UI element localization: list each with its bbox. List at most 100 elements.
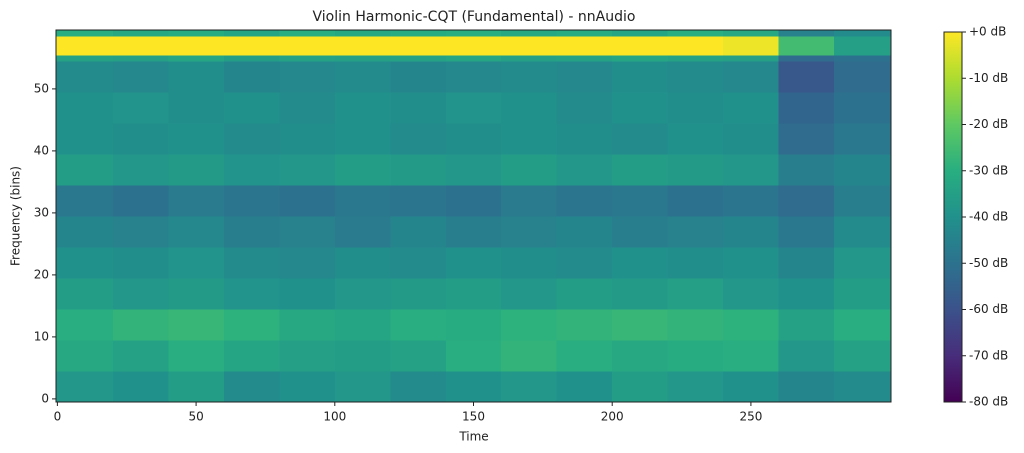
heatmap-cell — [279, 36, 336, 56]
heatmap-cell — [612, 371, 669, 403]
y-tick-label: 20 — [34, 267, 49, 281]
heatmap-cell — [667, 61, 724, 93]
heatmap-cell — [778, 61, 835, 93]
heatmap-cell — [723, 278, 780, 310]
heatmap-cell — [223, 54, 280, 62]
heatmap-cell — [223, 36, 280, 56]
heatmap-cell — [667, 54, 724, 62]
heatmap-cell — [445, 61, 502, 93]
colorbar-tick-label: -30 dB — [969, 163, 1008, 177]
y-axis-label: Frequency (bins) — [9, 166, 23, 266]
heatmap-cell — [279, 185, 336, 217]
heatmap-cell — [445, 371, 502, 403]
y-tick-label: 30 — [34, 205, 49, 219]
heatmap-cell — [168, 154, 225, 186]
heatmap-cell — [390, 123, 447, 155]
heatmap-cell — [667, 123, 724, 155]
heatmap-cell — [612, 309, 669, 341]
heatmap-cell — [556, 154, 613, 186]
heatmap-cell — [612, 54, 669, 62]
heatmap-cell — [56, 185, 114, 217]
heatmap-cell — [667, 185, 724, 217]
heatmap-cell — [334, 36, 391, 56]
heatmap-cell — [112, 185, 169, 217]
heatmap-cell — [778, 340, 835, 372]
heatmap-cell — [834, 340, 892, 372]
heatmap-cell — [778, 185, 835, 217]
heatmap-cell — [667, 309, 724, 341]
heatmap-cell — [390, 216, 447, 248]
heatmap-cell — [834, 61, 892, 93]
colorbar-tick-label: +0 dB — [969, 25, 1006, 39]
heatmap-cell — [112, 309, 169, 341]
heatmap-cell — [390, 278, 447, 310]
heatmap-cell — [445, 123, 502, 155]
heatmap-cell — [834, 92, 892, 124]
heatmap-cell — [390, 247, 447, 279]
heatmap-cell — [223, 154, 280, 186]
heatmap-cell — [501, 36, 558, 56]
heatmap-cell — [834, 216, 892, 248]
heatmap-cell — [501, 54, 558, 62]
heatmap-cell — [834, 154, 892, 186]
heatmap-cell — [223, 340, 280, 372]
heatmap-cell — [445, 216, 502, 248]
heatmap-cell — [279, 278, 336, 310]
heatmap-cell — [112, 340, 169, 372]
heatmap-cell — [556, 36, 613, 56]
heatmap-cell — [556, 92, 613, 124]
heatmap-cell — [334, 185, 391, 217]
heatmap-cell — [334, 247, 391, 279]
heatmap-cell — [723, 123, 780, 155]
heatmap-cell — [334, 278, 391, 310]
heatmap-cell — [390, 185, 447, 217]
heatmap-cell — [334, 340, 391, 372]
heatmap-cell — [334, 309, 391, 341]
heatmap-cell — [56, 154, 114, 186]
heatmap-cell — [168, 54, 225, 62]
heatmap-cell — [390, 30, 447, 37]
heatmap-cell — [778, 371, 835, 403]
heatmap-cell — [223, 30, 280, 37]
heatmap-cell — [778, 123, 835, 155]
heatmap-cell — [723, 36, 780, 56]
heatmap-cell — [723, 154, 780, 186]
heatmap-cell — [834, 54, 892, 62]
heatmap-cell — [834, 185, 892, 217]
heatmap-cell — [56, 278, 114, 310]
heatmap-cell — [223, 185, 280, 217]
heatmap-cell — [501, 92, 558, 124]
heatmap-cell — [723, 371, 780, 403]
heatmap-cell — [112, 216, 169, 248]
x-tick-label: 50 — [188, 410, 203, 424]
heatmap-cell — [56, 309, 114, 341]
heatmap-cell — [168, 340, 225, 372]
colorbar-tick-label: -20 dB — [969, 117, 1008, 131]
heatmap-cell — [56, 216, 114, 248]
heatmap-cell — [445, 30, 502, 37]
heatmap-cell — [667, 278, 724, 310]
heatmap-cell — [723, 340, 780, 372]
heatmap-cell — [778, 30, 835, 37]
chart-title: Violin Harmonic-CQT (Fundamental) - nnAu… — [313, 9, 636, 25]
heatmap-cell — [556, 123, 613, 155]
heatmap-cell — [390, 36, 447, 56]
colorbar-tick-label: -10 dB — [969, 71, 1008, 85]
heatmap-cell — [556, 371, 613, 403]
heatmap-cell — [112, 30, 169, 37]
heatmap-cell — [667, 154, 724, 186]
x-tick-label: 200 — [601, 410, 624, 424]
heatmap-cell — [778, 247, 835, 279]
heatmap-cell — [334, 54, 391, 62]
heatmap-cell — [334, 61, 391, 93]
heatmap-cell — [168, 36, 225, 56]
heatmap-cell — [334, 371, 391, 403]
heatmap-cell — [390, 340, 447, 372]
heatmap-cell — [279, 216, 336, 248]
colorbar — [943, 31, 963, 403]
heatmap-cell — [334, 216, 391, 248]
heatmap-cell — [279, 61, 336, 93]
x-axis-label: Time — [458, 430, 488, 444]
heatmap-cell — [667, 30, 724, 37]
